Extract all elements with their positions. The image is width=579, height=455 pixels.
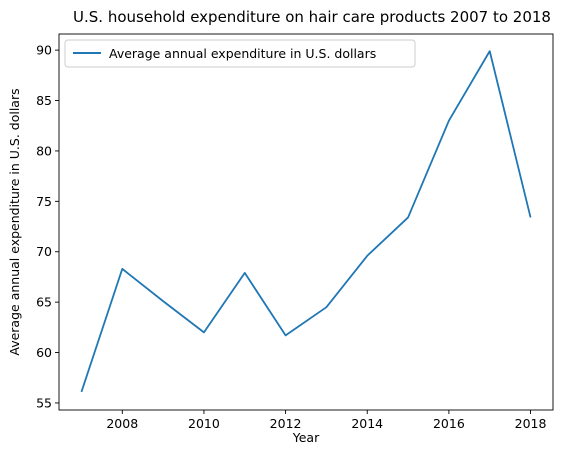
x-tick-label: 2018 <box>515 416 547 431</box>
y-tick-label: 60 <box>36 345 52 360</box>
x-tick-label: 2016 <box>433 416 465 431</box>
series-line <box>80 50 532 393</box>
legend-entry-label: Average annual expenditure in U.S. dolla… <box>109 46 376 61</box>
y-axis-label: Average annual expenditure in U.S. dolla… <box>7 88 22 355</box>
y-tick-label: 70 <box>36 244 52 259</box>
x-axis-label: Year <box>292 430 320 445</box>
plot-area: 55 60 65 70 75 80 85 90 2008 2010 2012 2014 2016 201… <box>36 33 554 431</box>
series-layer <box>80 50 532 393</box>
y-tick-label: 55 <box>36 395 52 410</box>
legend-box <box>64 39 416 68</box>
x-tick-label: 2008 <box>106 416 138 431</box>
y-tick-label: 90 <box>36 43 52 58</box>
x-tick-label: 2012 <box>270 416 302 431</box>
y-tick-label: 65 <box>36 295 52 310</box>
y-axis: 55 60 65 70 75 80 85 90 <box>36 43 59 410</box>
legend: Average annual expenditure in U.S. dolla… <box>64 39 416 68</box>
y-tick-label: 75 <box>36 194 52 209</box>
x-tick-label: 2010 <box>188 416 220 431</box>
x-tick-label: 2014 <box>351 416 383 431</box>
x-axis: 2008 2010 2012 2014 2016 2018 <box>106 410 546 431</box>
y-tick-label: 85 <box>36 93 52 108</box>
y-tick-label: 80 <box>36 143 52 158</box>
chart-title: U.S. household expenditure on hair care … <box>73 8 551 26</box>
plot-frame <box>58 33 554 411</box>
